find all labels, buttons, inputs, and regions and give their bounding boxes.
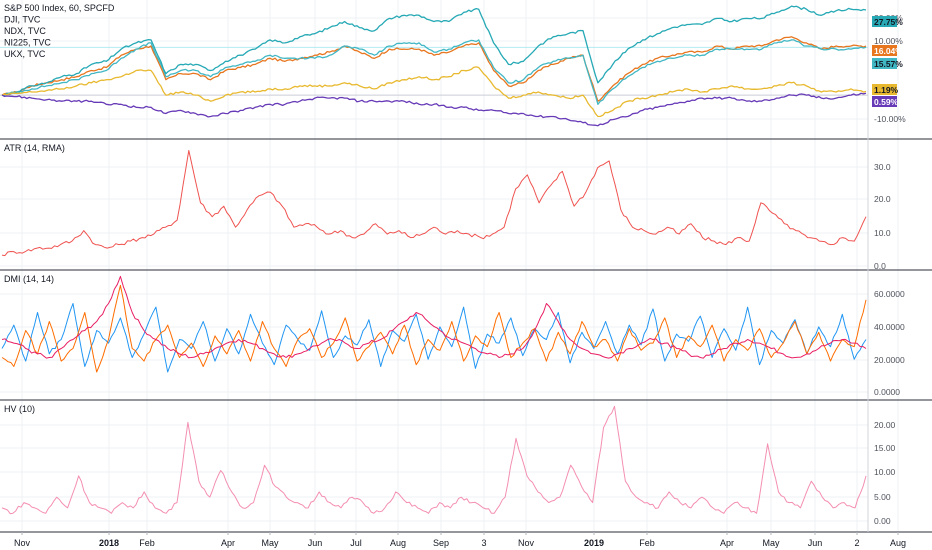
series-line-ni225-tvc[interactable] xyxy=(1,66,867,118)
y-tick-label: 40.0000 xyxy=(874,322,905,332)
last-value-badge: 0.59% xyxy=(872,96,899,107)
x-tick-label: 3 xyxy=(481,538,486,548)
x-tick-label: Aug xyxy=(890,538,906,548)
y-tick-label: 10.00 xyxy=(874,467,896,477)
y-tick-label: 0.0 xyxy=(874,261,886,271)
series-line-atr-14-rma-[interactable] xyxy=(1,150,867,257)
x-tick-label: 2 xyxy=(854,538,859,548)
y-tick-label: 20.00 xyxy=(874,420,896,430)
legend-label[interactable]: DMI (14, 14) xyxy=(4,274,54,284)
x-tick-label: Apr xyxy=(720,538,734,548)
series-line-hv-10-[interactable] xyxy=(1,405,867,515)
series-line-adx[interactable] xyxy=(1,275,867,359)
last-value-badge: 15.57% xyxy=(872,58,903,69)
legend-label[interactable]: ATR (14, RMA) xyxy=(4,143,65,153)
badge-value: 16.04% xyxy=(874,46,903,56)
x-tick-label: May xyxy=(261,538,279,548)
legend-label[interactable]: NI225, TVC xyxy=(4,38,51,48)
x-tick-label: Apr xyxy=(221,538,235,548)
y-tick-label: -10.00% xyxy=(874,114,906,124)
x-tick-label: 2019 xyxy=(584,538,604,548)
y-tick-label: 5.00 xyxy=(874,492,891,502)
x-tick-label: Sep xyxy=(433,538,449,548)
x-tick-label: 2018 xyxy=(99,538,119,548)
x-tick-label: Jul xyxy=(350,538,362,548)
badge-value: 15.57% xyxy=(874,59,903,69)
y-tick-label: 20.0 xyxy=(874,194,891,204)
series-line--di[interactable] xyxy=(1,284,867,373)
series-line-s-p-500-index-60-spcfd[interactable] xyxy=(1,36,867,102)
y-tick-label: 30.0 xyxy=(874,162,891,172)
legend-label[interactable]: NDX, TVC xyxy=(4,26,46,36)
x-tick-label: May xyxy=(762,538,780,548)
series-line-ndx-tvc[interactable] xyxy=(1,5,867,96)
series-line-ukx-tvc[interactable] xyxy=(1,92,867,127)
badge-value: 0.59% xyxy=(874,97,899,107)
legend-label[interactable]: UKX, TVC xyxy=(4,49,46,59)
last-value-badge: 16.04% xyxy=(872,45,903,56)
y-tick-label: 10.00% xyxy=(874,36,903,46)
y-tick-label: 15.00 xyxy=(874,443,896,453)
legend-label[interactable]: DJI, TVC xyxy=(4,15,41,25)
x-tick-label: Feb xyxy=(139,538,155,548)
legend-label[interactable]: HV (10) xyxy=(4,404,35,414)
series-line--di[interactable] xyxy=(1,303,867,373)
badge-value: 1.19% xyxy=(874,85,899,95)
y-tick-label: 10.0 xyxy=(874,228,891,238)
last-value-badge: 1.19% xyxy=(872,84,899,95)
x-tick-label: Nov xyxy=(518,538,535,548)
y-tick-label: 0.00 xyxy=(874,516,891,526)
x-tick-label: Jun xyxy=(308,538,323,548)
x-tick-label: Jun xyxy=(808,538,823,548)
y-tick-label: 20.0000 xyxy=(874,355,905,365)
x-tick-label: Nov xyxy=(14,538,31,548)
series-line-dji-tvc[interactable] xyxy=(1,39,867,105)
legend-label[interactable]: S&P 500 Index, 60, SPCFD xyxy=(4,3,115,13)
x-tick-label: Aug xyxy=(390,538,406,548)
y-tick-label: 60.0000 xyxy=(874,289,905,299)
x-tick-label: Feb xyxy=(639,538,655,548)
last-value-badge: 27.75% xyxy=(872,16,903,27)
y-tick-label: 0.0000 xyxy=(874,387,900,397)
badge-value: 27.75% xyxy=(874,17,903,27)
